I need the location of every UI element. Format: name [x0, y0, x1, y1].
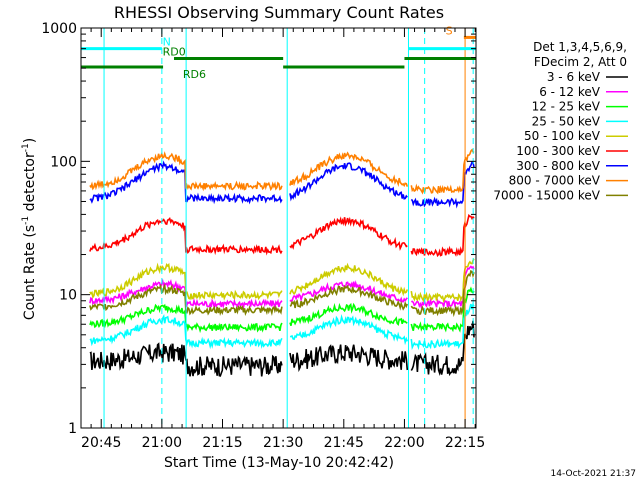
series-line [89, 320, 475, 377]
series-line [89, 258, 475, 303]
series-layer [89, 148, 475, 377]
x-axis-label: Start Time (13-May-10 20:42:42) [164, 455, 394, 471]
x-tick-label: 21:30 [263, 435, 303, 451]
status-bar-label: RD6 [183, 68, 206, 81]
series-line [89, 213, 475, 258]
legend-label: 300 - 800 keV [516, 159, 600, 173]
y-tick-label: 1000 [41, 21, 77, 37]
x-tick-label: 20:45 [81, 435, 121, 451]
status-bar-label: S [446, 24, 453, 37]
legend-label: 50 - 100 keV [524, 129, 601, 143]
x-tick-label: 21:00 [142, 435, 182, 451]
y-axis-label: Count Rate (s-1 detector-1) [21, 138, 38, 320]
legend-label: 7000 - 15000 keV [493, 188, 600, 202]
y-tick-label: 1 [68, 421, 77, 437]
legend-label: 25 - 50 keV [532, 114, 601, 128]
axes: 1 10 100 1000 20:45 21:00 21:15 21:30 21:45 22:00… [41, 21, 485, 451]
x-tick-label: 22:15 [445, 435, 485, 451]
legend-label: 12 - 25 keV [532, 100, 601, 114]
y-tick-label: 100 [50, 154, 77, 170]
legend-header-line-2: FDecim 2, Att 0 [534, 55, 627, 69]
status-bar-label: N [163, 36, 171, 49]
legend: Det 1,3,4,5,6,9, FDecim 2, Att 0 3 - 6 k… [493, 40, 628, 202]
legend-label: 800 - 7000 keV [509, 174, 601, 188]
x-tick-label: 21:45 [324, 435, 364, 451]
legend-label: 100 - 300 keV [516, 144, 600, 158]
legend-header-line-1: Det 1,3,4,5,6,9, [533, 40, 627, 54]
y-tick-label: 10 [59, 288, 77, 304]
plot-frame [80, 27, 477, 429]
chart-title: RHESSI Observing Summary Count Rates [114, 3, 444, 22]
x-tick-label: 22:00 [384, 435, 424, 451]
legend-label: 3 - 6 keV [547, 70, 601, 84]
legend-label: 6 - 12 keV [539, 85, 601, 99]
footer-timestamp: 14-Oct-2021 21:37 [551, 469, 636, 479]
x-tick-label: 21:15 [202, 435, 242, 451]
marker-layer [103, 28, 474, 428]
status-bar-label: RD0 [163, 46, 186, 59]
